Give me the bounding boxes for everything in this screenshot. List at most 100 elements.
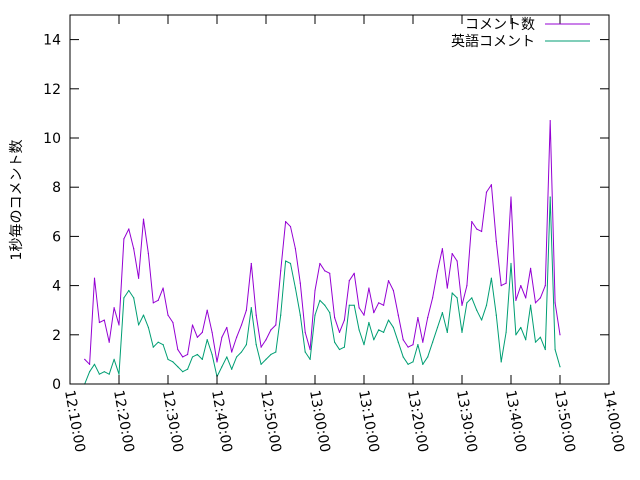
data-point [191, 324, 194, 326]
data-point [231, 368, 233, 370]
data-point [147, 326, 149, 329]
data-point [441, 312, 443, 314]
data-point [348, 280, 350, 282]
data-point [84, 358, 86, 360]
data-point [314, 289, 316, 292]
data-point [432, 297, 434, 299]
data-point [544, 348, 546, 351]
data-point [490, 277, 492, 279]
data-point [314, 314, 316, 316]
data-point [456, 297, 458, 299]
data-point [348, 304, 350, 306]
data-point [500, 361, 502, 363]
data-point [177, 348, 179, 351]
data-point [436, 326, 439, 329]
data-point [539, 297, 542, 299]
data-point [481, 319, 483, 321]
series-line [84, 196, 561, 385]
data-point [142, 314, 145, 316]
data-point [392, 326, 394, 329]
data-point [299, 314, 301, 316]
data-point [530, 267, 532, 269]
data-point [422, 363, 424, 365]
axis-ticks: 0 2 4 6 8 10 12 14 12:10:00 12:20:00 12:30:00 12:40… [43, 15, 627, 454]
data-point [495, 240, 497, 242]
data-point [245, 309, 247, 311]
data-point [402, 356, 404, 358]
data-point [89, 371, 91, 373]
data-point [505, 331, 507, 333]
data-point [392, 289, 394, 292]
data-point [157, 341, 159, 343]
data-point [255, 314, 257, 316]
data-point [383, 304, 385, 306]
data-point [299, 282, 301, 284]
data-point [334, 341, 336, 343]
data-point [451, 292, 453, 294]
data-point [441, 248, 443, 250]
data-point [343, 346, 345, 348]
data-point [98, 321, 100, 324]
data-point [128, 289, 130, 292]
data-point [559, 366, 561, 368]
data-point [471, 297, 473, 299]
data-point [280, 270, 282, 272]
data-point [260, 363, 262, 365]
data-point [451, 253, 453, 255]
data-point [128, 228, 130, 230]
data-point [432, 341, 434, 343]
data-point [485, 304, 488, 306]
data-point [485, 191, 488, 193]
data-point [461, 304, 463, 306]
data-point [285, 260, 287, 262]
data-point [505, 282, 507, 284]
data-point [275, 324, 277, 326]
data-point [147, 253, 149, 255]
data-point [309, 358, 311, 360]
y-tick-label: 2 [52, 328, 61, 344]
data-point [476, 228, 478, 230]
data-point [476, 309, 478, 311]
data-point [397, 341, 399, 343]
data-point [446, 331, 448, 333]
series-line [84, 120, 561, 365]
data-point [539, 336, 542, 338]
data-point [436, 270, 439, 272]
data-point [402, 339, 404, 341]
x-tick-label: 13:30:00 [453, 389, 480, 454]
y-tick-label: 8 [52, 180, 61, 196]
data-point [275, 351, 277, 353]
data-point [490, 184, 492, 186]
data-point [211, 331, 213, 333]
data-point [466, 285, 468, 287]
plot-frame [69, 14, 610, 385]
x-tick-label: 13:40:00 [502, 389, 529, 454]
data-point [353, 304, 355, 306]
data-point [138, 324, 140, 326]
data-point [520, 285, 522, 287]
x-tick-label: 12:30:00 [159, 389, 186, 454]
series-layer [84, 120, 561, 385]
data-point [162, 287, 164, 289]
data-point [89, 363, 91, 365]
data-point [466, 302, 468, 304]
data-point [201, 358, 203, 360]
data-point [500, 285, 502, 287]
data-point [93, 277, 96, 279]
data-point [177, 366, 179, 368]
data-point [201, 331, 203, 333]
data-point [515, 334, 517, 336]
y-tick-label: 10 [43, 131, 61, 147]
data-point [167, 358, 169, 360]
data-point [417, 344, 419, 346]
data-point [309, 348, 311, 351]
data-point [329, 312, 331, 314]
data-point [187, 368, 189, 370]
data-point [187, 353, 189, 356]
data-point [113, 358, 115, 360]
x-tick-label: 13:20:00 [404, 389, 431, 454]
x-tick-label: 14:00:00 [600, 389, 627, 454]
data-point [554, 302, 556, 304]
x-tick-label: 12:10:00 [61, 389, 88, 454]
data-point [378, 302, 380, 304]
